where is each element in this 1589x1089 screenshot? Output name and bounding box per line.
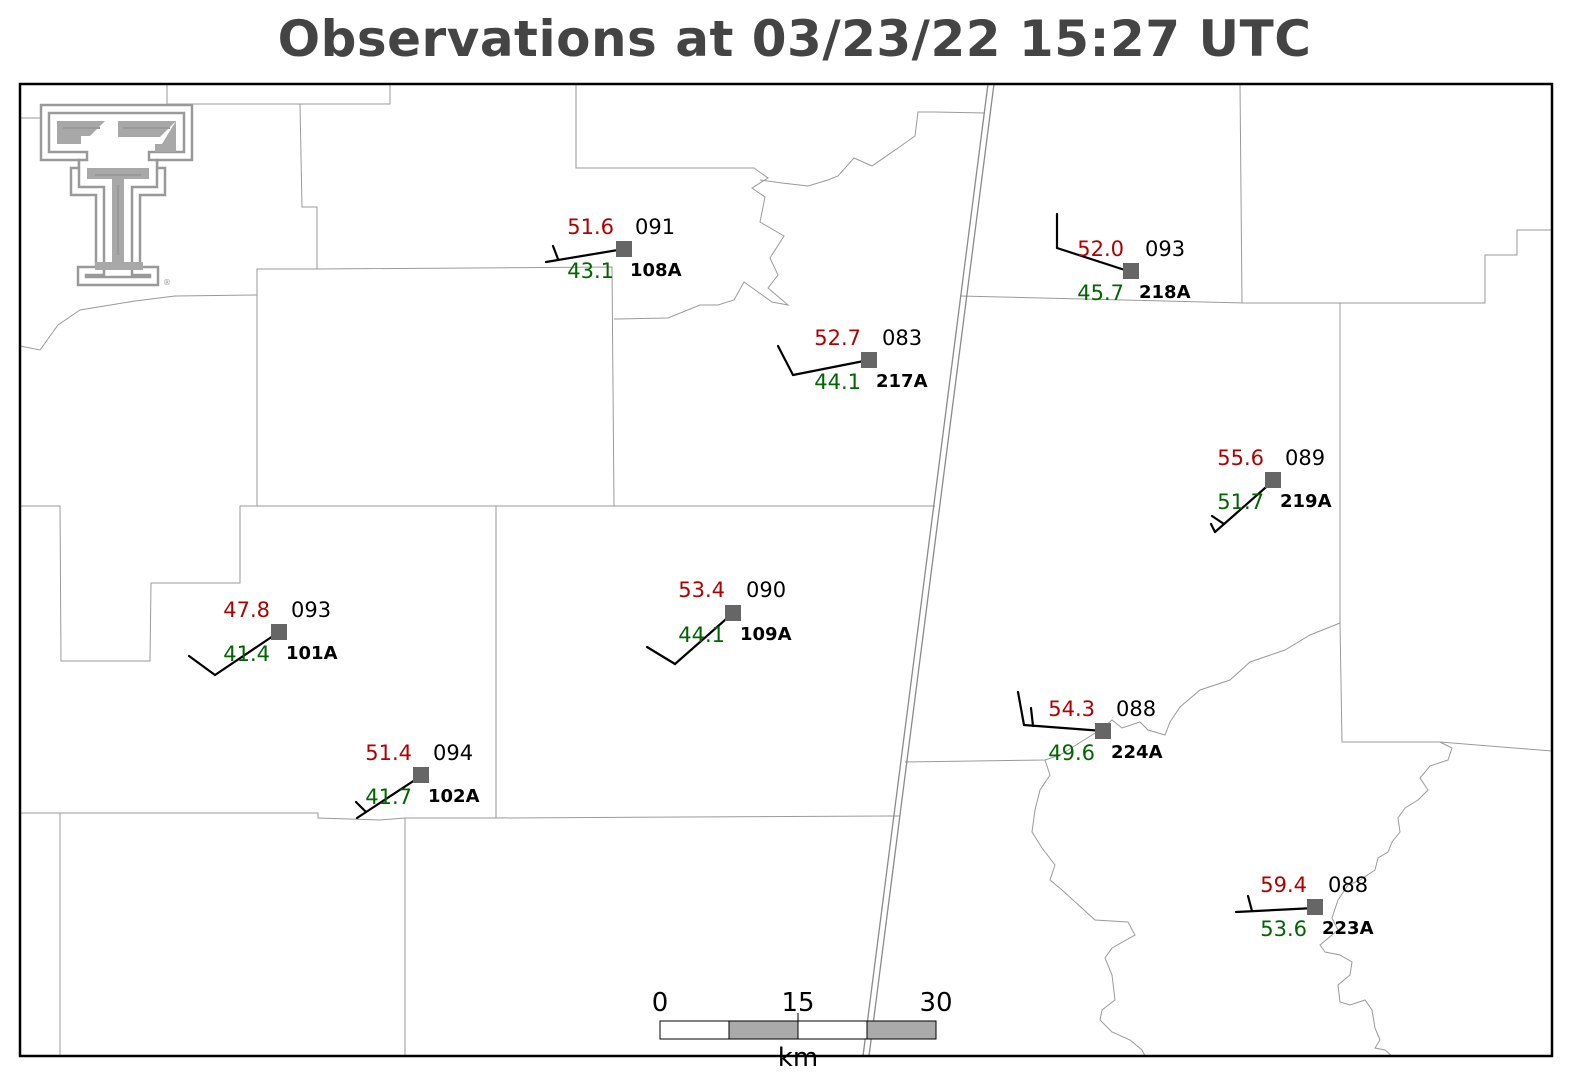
temperature-label: 59.4	[1260, 873, 1307, 897]
station-plot-217A: 52.7 083 44.1 217A	[814, 326, 927, 394]
station-id-label: 217A	[876, 371, 928, 392]
wind-barb-218A	[1055, 212, 1133, 274]
temperature-label: 52.0	[1077, 237, 1124, 261]
station-marker	[1265, 472, 1281, 488]
wind-barb-224A	[1016, 690, 1105, 733]
station-marker	[413, 767, 429, 783]
county-boundaries	[20, 84, 1552, 1056]
station-plot-219A: 55.6 089 51.7 219A	[1217, 446, 1331, 514]
temperature-label: 55.6	[1217, 446, 1264, 470]
station-plot-102A: 51.4 094 41.7 102A	[365, 741, 479, 809]
station-id-label: 102A	[428, 786, 480, 807]
station-id-label: 223A	[1322, 918, 1374, 939]
wind-direction-label: 093	[1145, 237, 1185, 261]
dewpoint-label: 51.7	[1217, 490, 1264, 514]
wind-direction-label: 093	[291, 598, 331, 622]
wind-direction-label: 094	[433, 741, 473, 765]
station-plot-218A: 52.0 093 45.7 218A	[1077, 237, 1190, 305]
state-boundary	[862, 83, 995, 1057]
texas-tech-double-t-logo: ®	[39, 103, 194, 287]
station-id-label: 109A	[740, 624, 792, 645]
temperature-label: 54.3	[1048, 697, 1095, 721]
scale-tick-15: 15	[781, 988, 814, 1018]
dewpoint-label: 44.1	[814, 370, 861, 394]
temperature-label: 47.8	[223, 598, 270, 622]
station-marker	[1123, 263, 1139, 279]
dewpoint-label: 49.6	[1048, 741, 1095, 765]
station-plot-108A: 51.6 091 43.1 108A	[567, 215, 681, 283]
station-marker	[616, 241, 632, 257]
station-id-label: 224A	[1111, 742, 1163, 763]
dewpoint-label: 41.7	[365, 785, 412, 809]
wind-direction-label: 091	[635, 215, 675, 239]
station-plot-101A: 47.8 093 41.4 101A	[223, 598, 337, 666]
station-marker	[271, 624, 287, 640]
map-frame	[18, 82, 1554, 1058]
wind-direction-label: 083	[882, 326, 922, 350]
registered-mark: ®	[163, 278, 171, 287]
station-marker	[1095, 723, 1111, 739]
temperature-label: 52.7	[814, 326, 861, 350]
station-plot-223A: 59.4 088 53.6 223A	[1260, 873, 1373, 941]
station-id-label: 219A	[1280, 491, 1332, 512]
scale-tick-0: 0	[652, 988, 669, 1018]
station-marker	[725, 605, 741, 621]
map-title: Observations at 03/23/22 15:27 UTC	[277, 10, 1312, 68]
dewpoint-label: 45.7	[1077, 281, 1124, 305]
wind-barbs	[187, 212, 1317, 914]
station-marker	[1307, 899, 1323, 915]
wind-barb-108A	[544, 244, 626, 264]
wind-barb-109A	[645, 611, 735, 666]
dewpoint-label: 44.1	[678, 623, 725, 647]
station-plot-224A: 54.3 088 49.6 224A	[1048, 697, 1162, 765]
wind-barb-101A	[187, 630, 281, 677]
station-id-label: 218A	[1139, 282, 1191, 303]
wind-barb-217A	[776, 344, 871, 377]
station-id-label: 108A	[630, 260, 682, 281]
dewpoint-label: 53.6	[1260, 917, 1307, 941]
station-id-label: 101A	[286, 643, 338, 664]
wind-barb-219A	[1209, 479, 1275, 534]
scale-bar: 0 15 30 km	[652, 988, 953, 1073]
wind-direction-label: 088	[1116, 697, 1156, 721]
temperature-label: 51.4	[365, 741, 412, 765]
wind-direction-label: 089	[1285, 446, 1325, 470]
dewpoint-label: 41.4	[223, 642, 270, 666]
station-marker	[861, 352, 877, 368]
temperature-label: 51.6	[567, 215, 614, 239]
scale-units: km	[778, 1043, 818, 1073]
wind-direction-label: 088	[1328, 873, 1368, 897]
temperature-label: 53.4	[678, 578, 725, 602]
wind-direction-label: 090	[746, 578, 786, 602]
dewpoint-label: 43.1	[567, 259, 614, 283]
wind-barb-223A	[1234, 894, 1317, 914]
wind-barb-102A	[354, 774, 423, 820]
scale-tick-30: 30	[919, 988, 952, 1018]
station-plot-109A: 53.4 090 44.1 109A	[678, 578, 791, 647]
